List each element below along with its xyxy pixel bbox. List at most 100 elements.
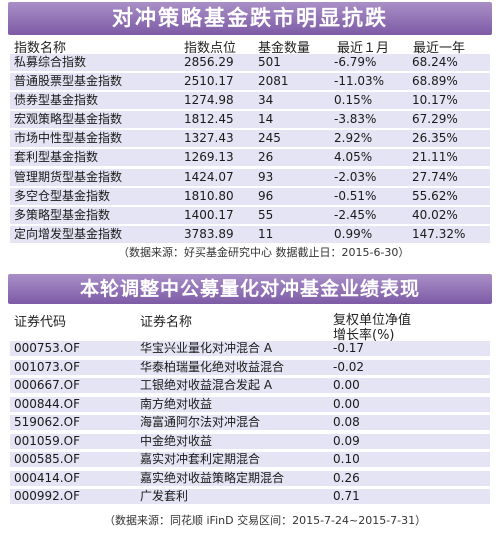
table-row: 定向增发型基金指数 3783.89 11 0.99% 147.32% <box>10 225 490 243</box>
table-row: 套利型基金指数 1269.13 26 4.05% 21.11% <box>10 149 490 167</box>
table-row: 000992.OF 广发套利 0.71 <box>10 489 490 504</box>
cell-security-name: 海富通阿尔法对冲混合 <box>140 415 261 429</box>
cell-1year: 21.11% <box>412 150 458 165</box>
cell-1month: 4.05% <box>334 150 373 165</box>
cell-fund-count: 245 <box>258 131 281 146</box>
table1-source-note: （数据来源：好买基金研究中心 数据截止日：2015-6-30） <box>118 246 410 259</box>
table-row: 多策略型基金指数 1400.17 55 -2.45% 40.02% <box>10 206 490 224</box>
cell-fund-count: 96 <box>258 188 274 203</box>
table2-body: 000753.OF 华宝兴业量化对冲混合 A -0.17 001073.OF 华泰柏瑞量… <box>10 341 490 508</box>
table-row: 001073.OF 华泰柏瑞量化绝对收益混合 -0.02 <box>10 359 490 375</box>
table1-title: 对冲策略基金跌市明显抗跌 <box>8 2 492 35</box>
cell-index-points: 1269.13 <box>184 150 234 165</box>
cell-nav-growth: 0.00 <box>333 396 360 411</box>
table-row: 多空仓型基金指数 1810.80 96 -0.51% 55.62% <box>10 187 490 205</box>
cell-index-points: 1810.80 <box>184 188 234 203</box>
cell-security-name: 广发套利 <box>140 489 189 503</box>
cell-security-name: 嘉实对冲套利定期混合 <box>140 452 261 466</box>
table-row: 市场中性型基金指数 1327.43 245 2.92% 26.35% <box>10 130 490 148</box>
cell-security-name: 中金绝对收益 <box>140 433 213 448</box>
cell-security-code: 001073.OF <box>14 359 80 374</box>
table2-source-note: （数据来源：同花顺 iFinD 交易区间：2015-7-24~2015-7-31… <box>104 514 427 527</box>
t1-header-count: 基金数量 <box>258 41 311 56</box>
table-row: 001059.OF 中金绝对收益 0.09 <box>10 433 490 449</box>
table-row: 000414.OF 嘉实绝对收益策略定期混合 0.26 <box>10 470 490 486</box>
table-row: 普通股票型基金指数 2510.17 2081 -11.03% 68.89% <box>10 73 490 91</box>
cell-index-points: 1424.07 <box>184 169 234 184</box>
cell-1year: 40.02% <box>412 207 458 222</box>
cell-1month: -2.03% <box>334 169 377 184</box>
cell-index-points: 1327.43 <box>184 131 234 146</box>
cell-1year: 67.29% <box>412 112 458 127</box>
table-row: 000585.OF 嘉实对冲套利定期混合 0.10 <box>10 452 490 467</box>
cell-1month: 0.15% <box>334 93 373 108</box>
cell-security-code: 001059.OF <box>14 433 80 448</box>
cell-nav-growth: 0.71 <box>333 489 360 503</box>
cell-security-name: 华宝兴业量化对冲混合 A <box>140 341 273 355</box>
cell-1month: -0.51% <box>334 188 377 203</box>
t1-header-points: 指数点位 <box>184 41 237 56</box>
cell-fund-count: 34 <box>258 93 274 108</box>
cell-security-code: 000753.OF <box>14 341 80 355</box>
table-row: 000844.OF 南方绝对收益 0.00 <box>10 396 490 412</box>
cell-index-points: 2510.17 <box>184 74 234 89</box>
cell-security-name: 嘉实绝对收益策略定期混合 <box>140 470 285 485</box>
cell-index-points: 1400.17 <box>184 207 234 222</box>
t1-header-1year: 最近一年 <box>413 41 466 56</box>
table-row: 私募综合指数 2856.29 501 -6.79% 68.24% <box>10 54 490 71</box>
cell-1month: -2.45% <box>334 207 377 222</box>
cell-index-name: 定向增发型基金指数 <box>14 226 123 241</box>
cell-index-points: 2856.29 <box>184 55 234 69</box>
cell-nav-growth: 0.10 <box>333 452 360 466</box>
t1-header-1month: 最近１月 <box>337 41 390 56</box>
cell-nav-growth: -0.17 <box>333 341 365 355</box>
cell-security-name: 华泰柏瑞量化绝对收益混合 <box>140 359 285 374</box>
cell-1year: 26.35% <box>412 131 458 146</box>
cell-fund-count: 93 <box>258 169 274 184</box>
t2-header-growth-line1: 复权单位净值 <box>333 313 412 328</box>
table1-body: 私募综合指数 2856.29 501 -6.79% 68.24% 普通股票型基金指数 251… <box>10 54 490 245</box>
cell-1month: 2.92% <box>334 131 373 146</box>
cell-nav-growth: -0.02 <box>333 359 365 374</box>
cell-index-name: 债券型基金指数 <box>14 93 99 108</box>
cell-security-code: 000667.OF <box>14 378 80 392</box>
cell-fund-count: 501 <box>258 55 281 69</box>
cell-nav-growth: 0.00 <box>333 378 360 392</box>
table-row: 000753.OF 华宝兴业量化对冲混合 A -0.17 <box>10 341 490 356</box>
table-row: 债券型基金指数 1274.98 34 0.15% 10.17% <box>10 92 490 110</box>
t1-header-name: 指数名称 <box>14 41 67 56</box>
table-row: 519062.OF 海富通阿尔法对冲混合 0.08 <box>10 415 490 430</box>
cell-index-name: 普通股票型基金指数 <box>14 74 123 89</box>
cell-index-name: 市场中性型基金指数 <box>14 131 123 146</box>
cell-security-code: 519062.OF <box>14 415 80 429</box>
cell-1year: 147.32% <box>412 226 466 241</box>
cell-1year: 27.74% <box>412 169 458 184</box>
cell-1month: -3.83% <box>334 112 377 127</box>
cell-security-name: 工银绝对收益混合发起 A <box>140 378 273 392</box>
cell-fund-count: 2081 <box>258 74 289 89</box>
cell-1month: -6.79% <box>334 55 377 69</box>
cell-1year: 10.17% <box>412 93 458 108</box>
cell-nav-growth: 0.08 <box>333 415 360 429</box>
cell-index-points: 1812.45 <box>184 112 234 127</box>
cell-fund-count: 11 <box>258 226 274 241</box>
cell-1year: 68.24% <box>412 55 458 69</box>
cell-index-name: 管理期货型基金指数 <box>14 169 123 184</box>
table-row: 000667.OF 工银绝对收益混合发起 A 0.00 <box>10 378 490 393</box>
cell-security-code: 000585.OF <box>14 452 80 466</box>
cell-nav-growth: 0.09 <box>333 433 360 448</box>
cell-fund-count: 14 <box>258 112 274 127</box>
cell-1month: -11.03% <box>334 74 385 89</box>
t2-header-code: 证券代码 <box>14 315 67 330</box>
cell-index-points: 1274.98 <box>184 93 234 108</box>
cell-security-name: 南方绝对收益 <box>140 396 213 411</box>
table-row: 宏观策略型基金指数 1812.45 14 -3.83% 67.29% <box>10 111 490 129</box>
cell-index-points: 3783.89 <box>184 226 234 241</box>
cell-1month: 0.99% <box>334 226 373 241</box>
cell-security-code: 000992.OF <box>14 489 80 503</box>
cell-1year: 55.62% <box>412 188 458 203</box>
cell-index-name: 宏观策略型基金指数 <box>14 112 123 127</box>
cell-security-code: 000844.OF <box>14 396 80 411</box>
cell-fund-count: 55 <box>258 207 274 222</box>
t2-header-name: 证券名称 <box>140 315 193 330</box>
